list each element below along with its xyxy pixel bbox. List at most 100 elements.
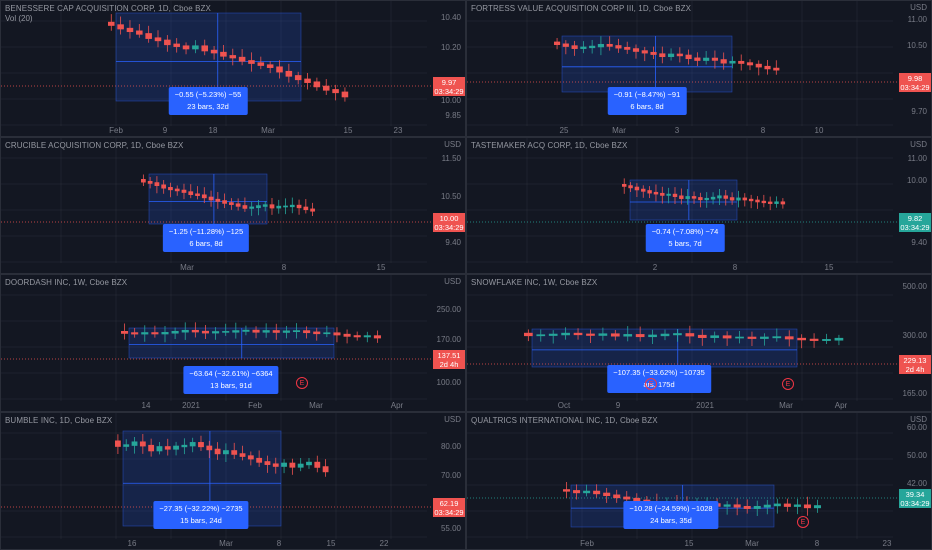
y-axis-label: 55.00 [440,524,461,533]
price-badge: 229.13 2d 4h [899,355,931,374]
currency-label: USD [910,140,927,149]
earnings-marker[interactable]: E [296,377,308,389]
x-axis-label: 3 [674,126,680,135]
x-axis-label: 10 [814,126,824,135]
countdown: 03:34:29 [434,87,464,96]
measure-tooltip: −1.25 (−11.28%) −125 6 bars, 8d [162,224,250,252]
symbol-title[interactable]: FORTRESS VALUE ACQUISITION CORP III, 1D,… [471,4,692,13]
candles-area[interactable] [467,275,932,412]
y-axis-label: 10.50 [440,192,461,201]
price-badge: 10.00 03:34:29 [433,213,465,232]
x-axis-label: Mar [745,539,759,548]
y-axis-label: 10.20 [440,43,461,52]
x-axis-label: 18 [208,126,218,135]
chart-panel-crucible[interactable]: CRUCIBLE ACQUISITION CORP, 1D, Cboe BZX … [0,137,466,274]
candles-area[interactable] [467,1,932,137]
y-axis-label: 500.00 [902,282,927,291]
y-axis-label: 10.00 [906,176,927,185]
x-axis-label: 15 [376,263,386,272]
chart-panel-benessere[interactable]: BENESSERE CAP ACQUISITION CORP, 1D, Cboe… [0,0,466,137]
candles-area[interactable] [1,138,466,274]
last-price: 137.51 [437,351,461,360]
countdown: 03:34:29 [900,499,930,508]
x-axis-label: 15 [343,126,353,135]
last-price: 39.34 [905,490,925,499]
measure-change: −0.55 (−5.23%) −55 [174,90,242,99]
symbol-title[interactable]: QUALTRICS INTERNATIONAL INC, 1D, Cboe BZ… [471,416,658,425]
countdown: 03:34:29 [434,508,464,517]
measure-bars: 13 bars, 91d [210,381,252,390]
measure-tooltip: −0.74 (−7.08%) −74 5 bars, 7d [645,224,725,252]
y-axis-label: 10.50 [906,41,927,50]
currency-label: USD [910,415,927,424]
x-axis-label: 8 [281,263,287,272]
candles-area[interactable] [1,275,466,412]
chart-panel-fortress[interactable]: FORTRESS VALUE ACQUISITION CORP III, 1D,… [466,0,932,137]
volume-indicator-label[interactable]: Vol (20) [5,14,33,23]
price-badge: 9.82 03:34:29 [899,213,931,232]
countdown: 03:34:29 [900,83,930,92]
measure-tooltip: −10.28 (−24.59%) −1028 24 bars, 35d [623,501,719,529]
symbol-title[interactable]: TASTEMAKER ACQ CORP, 1D, Cboe BZX [471,141,628,150]
earnings-marker[interactable]: E [645,378,657,390]
candles-area[interactable] [467,138,932,274]
x-axis-label: Feb [109,126,123,135]
measure-change: −1.25 (−11.28%) −125 [168,227,244,236]
x-axis-label: Oct [557,401,571,410]
y-axis-label: 42.00 [906,479,927,488]
x-axis-label: 8 [760,126,766,135]
measure-bars: 6 bars, 8d [189,239,223,248]
measure-change: −107.35 (−33.62%) −10735 [613,368,705,377]
chart-panel-snowflake[interactable]: SNOWFLAKE INC, 1W, Cboe BZX 500.00 300.0… [466,274,932,412]
x-axis-label: Mar [219,539,233,548]
x-axis-label: Mar [779,401,793,410]
symbol-title[interactable]: BENESSERE CAP ACQUISITION CORP, 1D, Cboe… [5,4,211,13]
price-badge: 39.34 03:34:29 [899,489,931,508]
y-axis-label: 9.85 [445,111,461,120]
earnings-marker[interactable]: E [782,378,794,390]
chart-panel-tastemaker[interactable]: TASTEMAKER ACQ CORP, 1D, Cboe BZX USD 11… [466,137,932,274]
x-axis-label: 23 [882,539,892,548]
symbol-title[interactable]: DOORDASH INC, 1W, Cboe BZX [5,278,128,287]
chart-panel-qualtrics[interactable]: QUALTRICS INTERNATIONAL INC, 1D, Cboe BZ… [466,412,932,550]
measure-bars: 24 bars, 35d [650,516,692,525]
earnings-marker[interactable]: E [797,516,809,528]
x-axis-label: 22 [379,539,389,548]
candles-area[interactable] [467,413,932,550]
price-badge: 9.97 03:34:29 [433,77,465,96]
x-axis-label: 9 [615,401,621,410]
measure-bars: 6 bars, 8d [630,102,664,111]
measure-tooltip: −63.64 (−32.61%) −6364 13 bars, 91d [183,366,279,394]
measure-change: −0.74 (−7.08%) −74 [651,227,719,236]
x-axis-label: 2021 [182,401,200,410]
x-axis-label: 2021 [696,401,714,410]
x-axis-label: Apr [390,401,404,410]
measure-tooltip: −0.55 (−5.23%) −55 23 bars, 32d [168,87,248,115]
symbol-title[interactable]: BUMBLE INC, 1D, Cboe BZX [5,416,113,425]
y-axis-label: 80.00 [440,442,461,451]
x-axis-label: 15 [824,263,834,272]
x-axis-label: 16 [127,539,137,548]
last-price: 9.82 [907,214,923,223]
x-axis-label: Apr [834,401,848,410]
symbol-title[interactable]: SNOWFLAKE INC, 1W, Cboe BZX [471,278,598,287]
symbol-title[interactable]: CRUCIBLE ACQUISITION CORP, 1D, Cboe BZX [5,141,184,150]
y-axis-label: 11.00 [907,15,927,24]
chart-panel-bumble[interactable]: BUMBLE INC, 1D, Cboe BZX USD 80.00 70.00… [0,412,466,550]
candles-area[interactable] [1,1,466,137]
x-axis-label: 8 [276,539,282,548]
last-price: 10.00 [439,214,459,223]
y-axis-label: 70.00 [440,471,461,480]
last-price: 9.97 [441,78,457,87]
price-badge: 9.98 03:34:29 [899,73,931,92]
currency-label: USD [910,3,927,12]
y-axis-label: 9.40 [445,238,461,247]
measure-change: −27.35 (−32.22%) −2735 [159,504,243,513]
x-axis-label: 8 [814,539,820,548]
last-price: 9.98 [907,74,923,83]
x-axis-label: 15 [326,539,336,548]
y-axis-label: 165.00 [902,389,927,398]
x-axis-label: Mar [612,126,626,135]
candles-area[interactable] [1,413,466,550]
chart-panel-doordash[interactable]: DOORDASH INC, 1W, Cboe BZX USD 250.00 17… [0,274,466,412]
